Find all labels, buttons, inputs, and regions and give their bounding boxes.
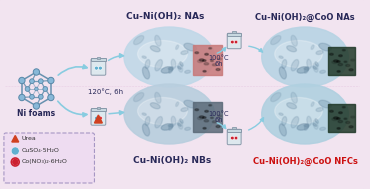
Ellipse shape xyxy=(180,119,183,123)
Ellipse shape xyxy=(291,35,297,46)
Ellipse shape xyxy=(337,61,340,62)
Circle shape xyxy=(19,94,25,101)
Ellipse shape xyxy=(313,67,317,69)
Circle shape xyxy=(234,136,238,140)
Ellipse shape xyxy=(351,59,355,61)
Ellipse shape xyxy=(337,118,340,119)
Ellipse shape xyxy=(297,124,309,130)
Circle shape xyxy=(11,147,19,155)
Ellipse shape xyxy=(337,71,340,72)
Text: Urea: Urea xyxy=(22,136,36,142)
Ellipse shape xyxy=(198,117,203,120)
FancyBboxPatch shape xyxy=(4,133,94,183)
Ellipse shape xyxy=(155,60,162,71)
Bar xyxy=(193,102,222,132)
Ellipse shape xyxy=(297,67,309,73)
Ellipse shape xyxy=(168,68,173,70)
Ellipse shape xyxy=(178,67,181,69)
Ellipse shape xyxy=(176,45,179,50)
Ellipse shape xyxy=(184,100,196,108)
Ellipse shape xyxy=(304,125,309,127)
Ellipse shape xyxy=(275,40,322,67)
Ellipse shape xyxy=(180,62,183,66)
Ellipse shape xyxy=(315,119,319,123)
Ellipse shape xyxy=(305,67,309,73)
Ellipse shape xyxy=(138,98,187,125)
Ellipse shape xyxy=(212,64,216,66)
Ellipse shape xyxy=(181,108,188,112)
Ellipse shape xyxy=(339,55,342,57)
Ellipse shape xyxy=(291,92,297,103)
Circle shape xyxy=(30,79,34,84)
Ellipse shape xyxy=(203,70,206,72)
Ellipse shape xyxy=(287,46,296,52)
Ellipse shape xyxy=(205,53,208,55)
Ellipse shape xyxy=(351,116,355,118)
Ellipse shape xyxy=(142,56,146,58)
Text: Ni foams: Ni foams xyxy=(17,108,56,118)
Circle shape xyxy=(38,94,43,99)
Ellipse shape xyxy=(334,117,338,119)
Ellipse shape xyxy=(211,117,213,119)
Circle shape xyxy=(25,87,30,91)
Ellipse shape xyxy=(282,60,287,69)
Ellipse shape xyxy=(212,121,216,123)
Ellipse shape xyxy=(199,59,204,61)
Ellipse shape xyxy=(330,110,333,112)
Ellipse shape xyxy=(320,70,326,73)
Ellipse shape xyxy=(342,106,345,108)
Circle shape xyxy=(231,136,234,140)
Ellipse shape xyxy=(282,116,287,126)
Ellipse shape xyxy=(205,110,208,112)
Ellipse shape xyxy=(313,123,317,126)
Ellipse shape xyxy=(171,116,176,125)
Ellipse shape xyxy=(199,116,204,118)
Ellipse shape xyxy=(304,68,309,70)
Ellipse shape xyxy=(171,59,176,68)
Ellipse shape xyxy=(346,121,350,124)
Ellipse shape xyxy=(185,70,191,73)
Ellipse shape xyxy=(203,117,206,119)
Ellipse shape xyxy=(203,128,206,129)
Bar xyxy=(193,45,222,75)
Circle shape xyxy=(98,66,102,70)
Circle shape xyxy=(43,87,48,91)
Ellipse shape xyxy=(338,63,343,66)
Circle shape xyxy=(33,103,40,109)
Ellipse shape xyxy=(315,62,319,66)
Circle shape xyxy=(94,66,98,70)
Ellipse shape xyxy=(178,120,183,129)
FancyBboxPatch shape xyxy=(91,59,106,75)
Ellipse shape xyxy=(344,118,347,119)
Circle shape xyxy=(19,77,25,84)
Ellipse shape xyxy=(195,52,199,54)
Ellipse shape xyxy=(181,51,188,54)
Ellipse shape xyxy=(218,58,222,60)
Ellipse shape xyxy=(262,27,348,87)
Text: CuSO₄·5H₂O: CuSO₄·5H₂O xyxy=(22,149,60,153)
Ellipse shape xyxy=(344,61,347,63)
FancyBboxPatch shape xyxy=(227,33,241,49)
FancyBboxPatch shape xyxy=(91,109,106,125)
Bar xyxy=(97,107,100,109)
Text: Cu-Ni(OH)₂@CoO NFCs: Cu-Ni(OH)₂@CoO NFCs xyxy=(253,156,357,166)
Ellipse shape xyxy=(218,115,222,117)
Ellipse shape xyxy=(279,67,286,79)
Ellipse shape xyxy=(316,51,323,54)
Circle shape xyxy=(48,77,54,84)
Ellipse shape xyxy=(332,118,337,121)
Ellipse shape xyxy=(311,102,314,106)
Ellipse shape xyxy=(176,102,179,106)
Ellipse shape xyxy=(150,46,160,52)
Ellipse shape xyxy=(169,124,173,130)
Ellipse shape xyxy=(124,27,215,87)
Bar xyxy=(97,57,100,59)
Circle shape xyxy=(33,69,40,75)
Ellipse shape xyxy=(145,60,150,69)
Circle shape xyxy=(38,79,43,84)
Ellipse shape xyxy=(216,125,220,128)
Ellipse shape xyxy=(339,112,342,114)
Ellipse shape xyxy=(279,113,283,115)
Text: Cu-Ni(OH)₂ NAs: Cu-Ni(OH)₂ NAs xyxy=(126,12,205,22)
